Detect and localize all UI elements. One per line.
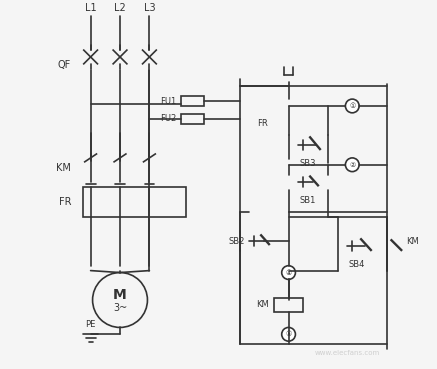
Text: KM: KM bbox=[406, 237, 419, 246]
Circle shape bbox=[282, 327, 295, 341]
Text: L2: L2 bbox=[114, 3, 126, 13]
Text: ②: ② bbox=[349, 162, 355, 168]
Text: QF: QF bbox=[58, 60, 71, 70]
Text: ①: ① bbox=[349, 103, 355, 109]
Text: FR: FR bbox=[59, 197, 71, 207]
Text: FU2: FU2 bbox=[161, 114, 177, 123]
Bar bbox=[274, 298, 303, 312]
Circle shape bbox=[345, 99, 359, 113]
Text: KM: KM bbox=[256, 300, 269, 309]
Circle shape bbox=[345, 158, 359, 172]
Bar bbox=[181, 96, 204, 106]
Text: FR: FR bbox=[257, 119, 268, 128]
Text: SB4: SB4 bbox=[349, 260, 365, 269]
Bar bbox=[83, 187, 186, 217]
Text: 3~: 3~ bbox=[113, 303, 127, 313]
Text: ④: ④ bbox=[285, 269, 291, 276]
Text: SB2: SB2 bbox=[228, 237, 244, 246]
Text: ⑤: ⑤ bbox=[285, 331, 291, 337]
Text: L3: L3 bbox=[144, 3, 155, 13]
Text: PE: PE bbox=[85, 320, 96, 330]
Text: SB1: SB1 bbox=[300, 196, 316, 205]
Text: KM: KM bbox=[56, 163, 71, 173]
Bar bbox=[181, 114, 204, 124]
Circle shape bbox=[282, 266, 295, 279]
Text: www.elecfans.com: www.elecfans.com bbox=[315, 350, 380, 356]
Text: L1: L1 bbox=[85, 3, 97, 13]
Text: SB3: SB3 bbox=[300, 159, 316, 168]
Text: M: M bbox=[113, 288, 127, 302]
Text: FU1: FU1 bbox=[161, 97, 177, 106]
